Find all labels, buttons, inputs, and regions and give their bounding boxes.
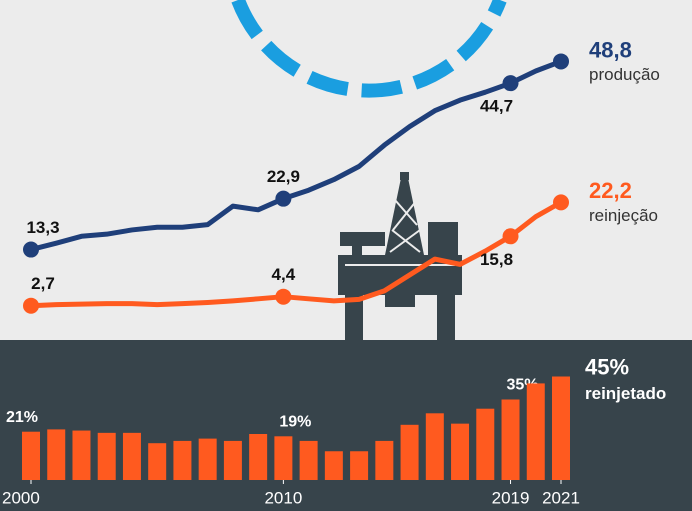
bar	[425, 413, 444, 480]
bar	[324, 451, 343, 480]
bar	[47, 429, 66, 480]
data-point	[275, 190, 292, 207]
background-bottom	[0, 340, 692, 511]
x-tick-label: 2010	[264, 488, 302, 507]
data-point	[502, 75, 519, 92]
x-tick-label: 2021	[542, 488, 580, 507]
bar	[122, 432, 141, 480]
decorative-arc	[231, 0, 507, 98]
bar	[299, 440, 318, 480]
bar	[552, 376, 570, 480]
data-point	[23, 241, 39, 258]
bar	[72, 430, 91, 480]
value-label: 44,7	[480, 97, 513, 116]
end-value-label: 48,8	[589, 37, 632, 62]
value-label: 15,8	[480, 250, 513, 269]
bar	[501, 399, 520, 480]
bar	[173, 440, 192, 480]
oil-platform-icon	[338, 172, 462, 340]
annotation: reinjetado	[585, 384, 666, 403]
bar	[526, 383, 545, 480]
x-tick-label: 2019	[492, 488, 530, 507]
bar	[400, 424, 419, 480]
bar	[148, 443, 167, 480]
value-label: 45%	[585, 354, 629, 379]
bar	[22, 431, 40, 480]
end-value-label: 22,2	[589, 178, 632, 203]
bar	[375, 440, 394, 480]
series-line	[30, 59, 562, 252]
series-name: reinjeção	[589, 206, 658, 225]
value-label: 4,4	[272, 265, 296, 284]
bar	[451, 423, 470, 480]
data-point	[275, 288, 292, 305]
bar	[97, 432, 116, 480]
data-point	[23, 297, 39, 314]
data-point	[553, 53, 569, 70]
value-label: 2,7	[31, 274, 55, 293]
bar	[223, 440, 242, 480]
value-label: 13,3	[26, 218, 59, 237]
x-tick-label: 2000	[2, 488, 40, 507]
data-point	[553, 194, 569, 211]
data-point	[502, 228, 519, 245]
bar	[476, 408, 495, 480]
series-line	[30, 200, 563, 309]
value-label: 21%	[6, 409, 38, 426]
value-label: 19%	[279, 414, 311, 431]
bar	[198, 438, 217, 480]
bar	[350, 451, 369, 480]
value-label: 22,9	[267, 167, 300, 186]
bar	[274, 436, 293, 480]
bar	[249, 434, 268, 480]
platform-lattice	[345, 199, 455, 266]
series-name: produção	[589, 65, 660, 84]
